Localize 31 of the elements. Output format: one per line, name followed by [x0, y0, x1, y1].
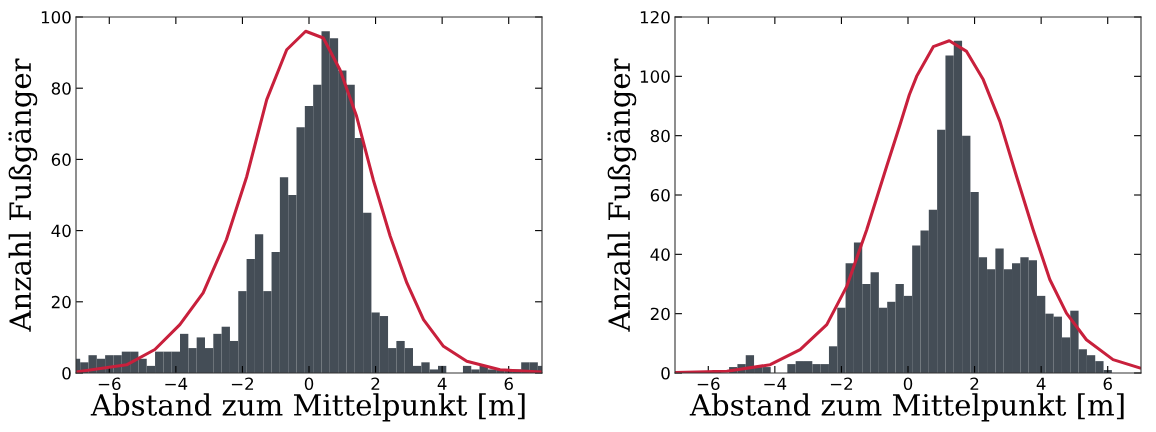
x-tick-label: 0 [304, 377, 314, 391]
x-tick-label: −4 [165, 377, 188, 390]
y-tick-label: 20 [51, 295, 71, 309]
x-tick-label: 6 [504, 377, 513, 391]
y-tick-label: 0 [62, 366, 71, 380]
y-tick-label: 100 [640, 70, 670, 83]
y-tick-label: 20 [650, 307, 670, 321]
x-tick-label: −2 [231, 377, 254, 390]
y-tick-label: 80 [650, 129, 670, 143]
y-tick-label: 120 [640, 10, 670, 24]
x-tick-label: 6 [1103, 377, 1112, 391]
y-tick-label: 40 [650, 248, 670, 261]
x-tick-label: 0 [903, 377, 913, 391]
y-tick-label: 100 [41, 10, 71, 24]
y-tick-label: 60 [51, 153, 71, 166]
x-tick-label: 2 [970, 377, 979, 390]
x-tick-label: −2 [830, 377, 853, 390]
y-tick-label: 60 [650, 188, 670, 202]
y-axis-title: Anzahl Fußgänger [8, 58, 38, 332]
x-axis-title: Abstand zum Mittelpunkt [m] [689, 393, 1124, 422]
x-tick-label: −4 [764, 377, 787, 390]
x-tick-label: −6 [98, 377, 121, 391]
y-tick-label: 80 [51, 82, 71, 95]
y-tick-label: 40 [51, 224, 71, 238]
y-tick-label: 0 [661, 366, 670, 380]
y-axis-title: Anzahl Fußgänger [607, 58, 637, 332]
x-tick-label: 4 [1036, 377, 1046, 390]
x-tick-label: 2 [371, 377, 380, 390]
x-tick-label: −6 [697, 377, 720, 391]
x-axis-title: Abstand zum Mittelpunkt [m] [90, 393, 525, 422]
x-tick-label: 4 [437, 377, 447, 390]
